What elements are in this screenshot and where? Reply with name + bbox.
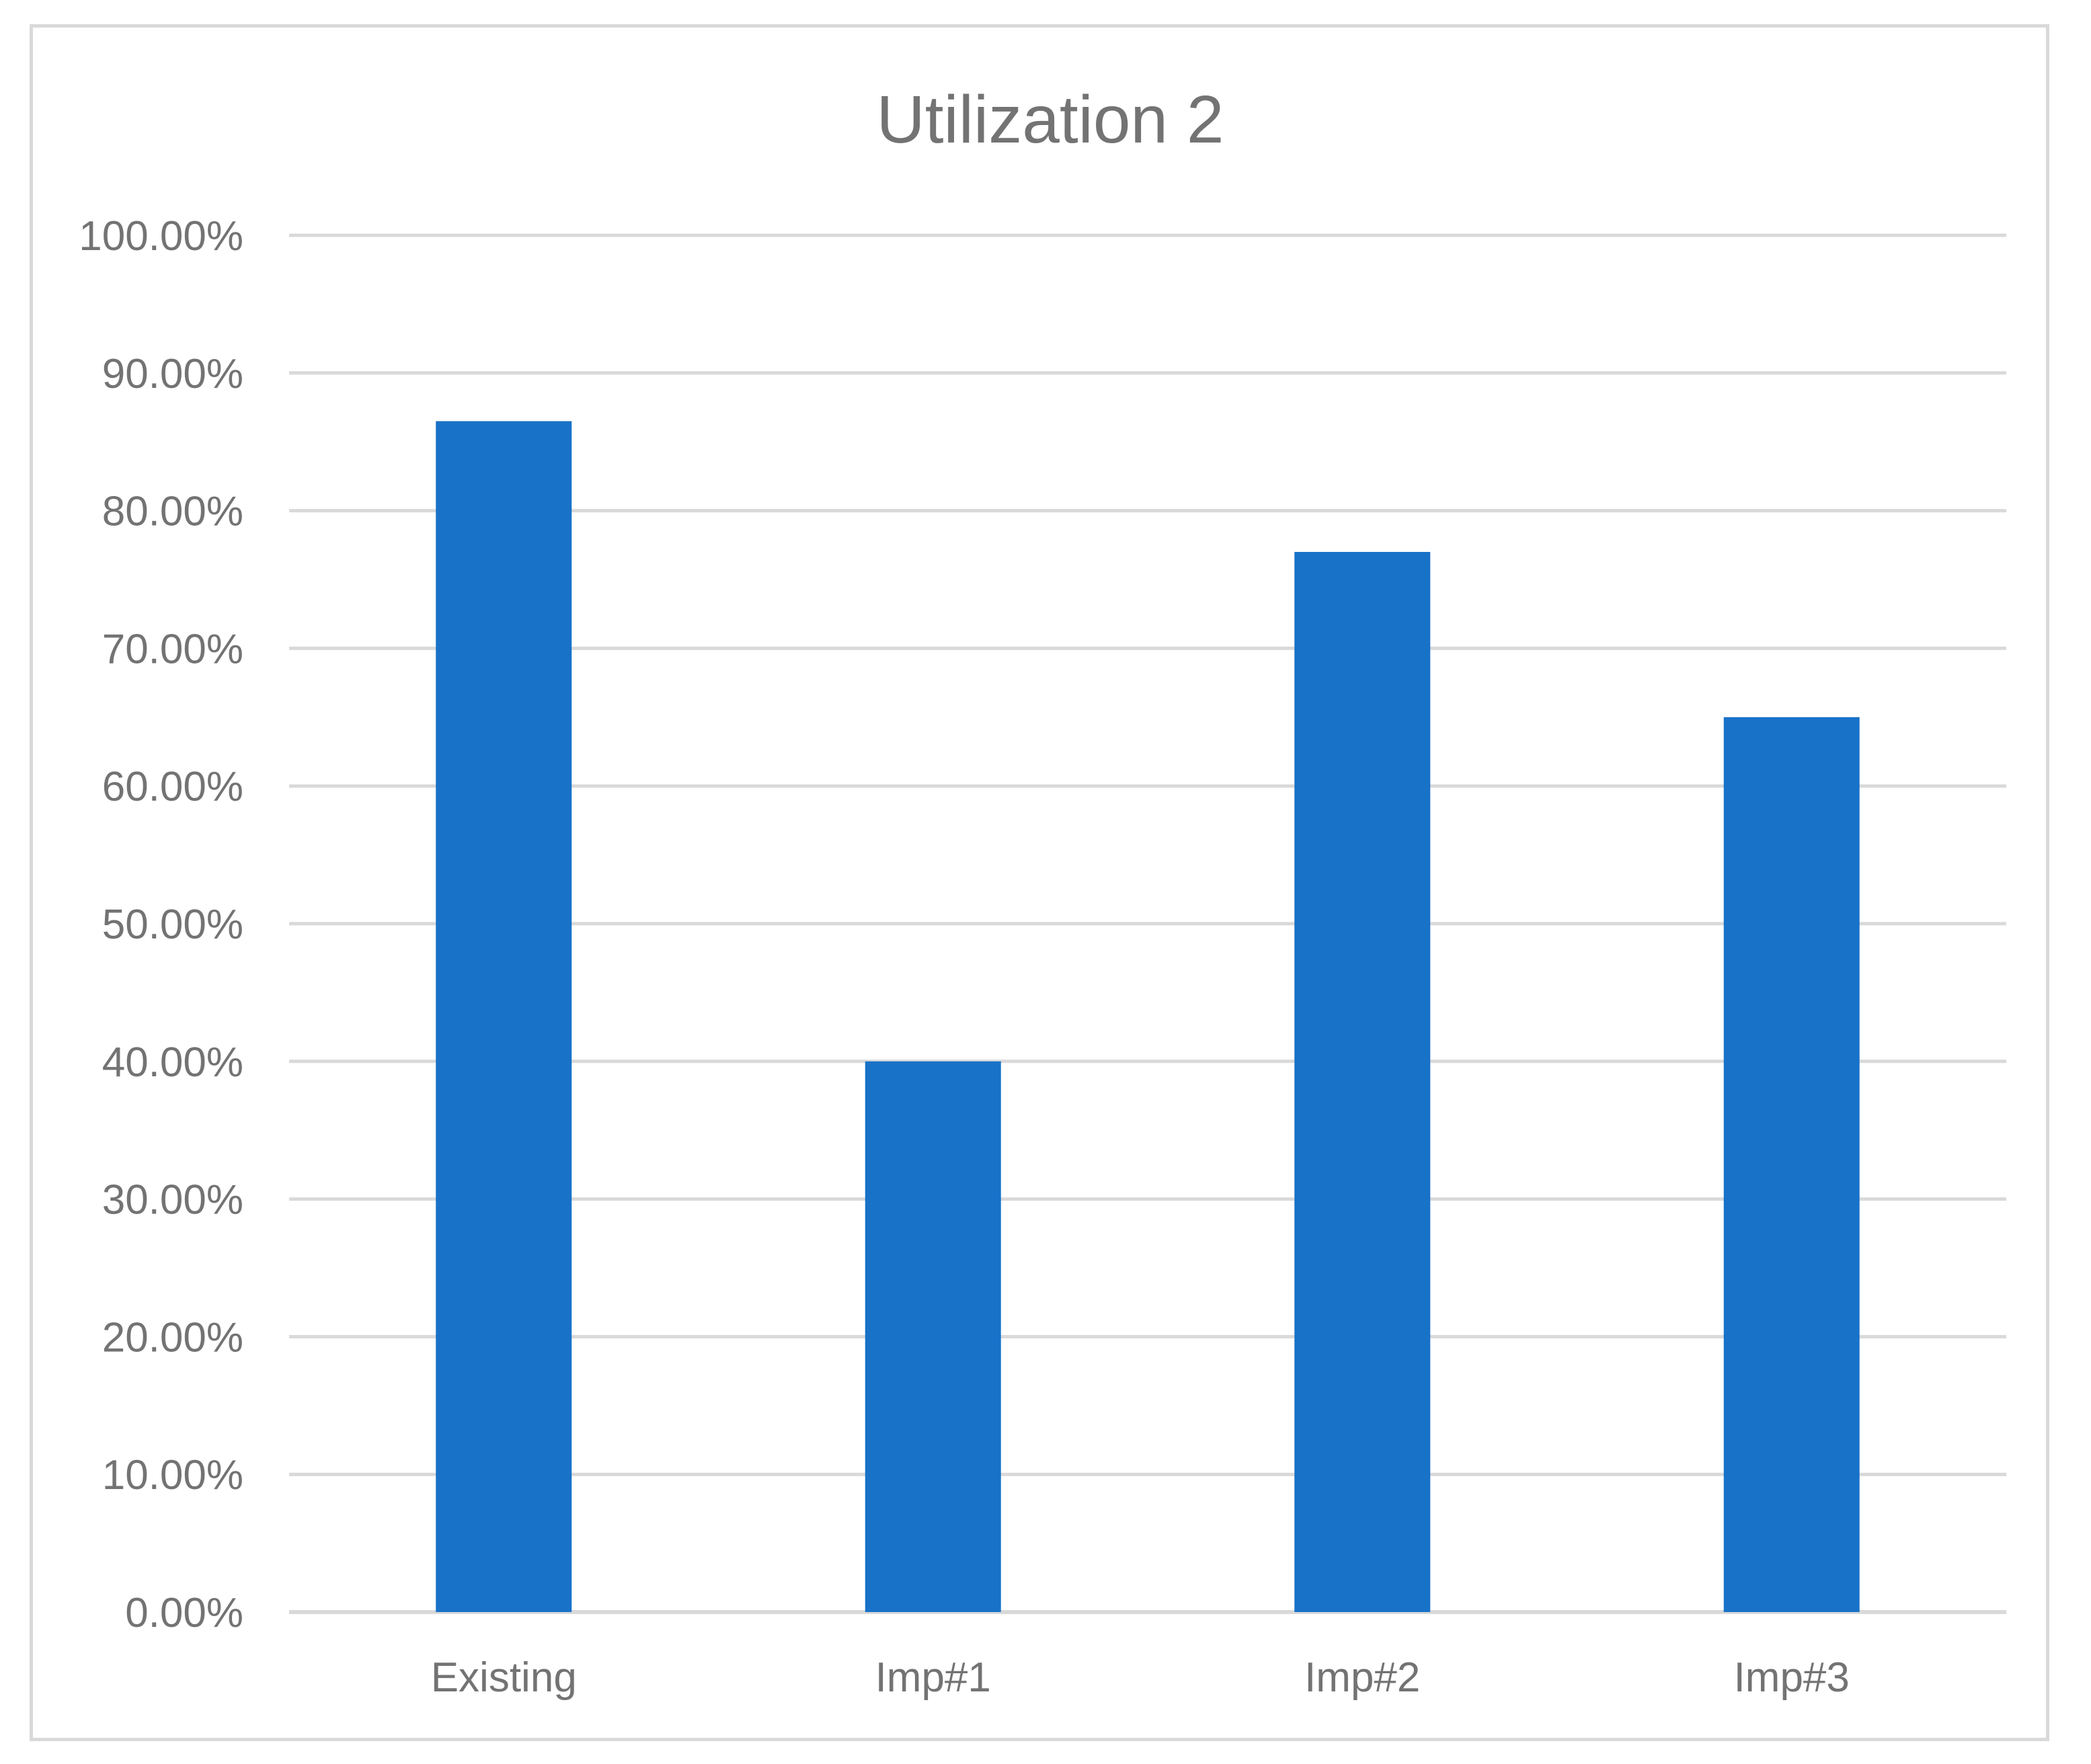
- y-tick-label: 50.00%: [102, 901, 243, 948]
- chart-frame: [30, 24, 2049, 1741]
- y-tick-label: 60.00%: [102, 764, 243, 810]
- y-tick-label: 20.00%: [102, 1314, 243, 1361]
- x-category-label: Imp#2: [1304, 1654, 1420, 1701]
- y-tick-label: 40.00%: [102, 1039, 243, 1086]
- x-category-label: Imp#1: [875, 1654, 991, 1701]
- gridlines: [289, 233, 2006, 1614]
- bar-imp-1: [865, 1061, 1001, 1612]
- y-tick-label: 30.00%: [102, 1177, 243, 1224]
- y-tick-label: 90.00%: [102, 351, 243, 397]
- x-category-label: Existing: [431, 1654, 577, 1701]
- y-tick-label: 70.00%: [102, 626, 243, 672]
- y-tick-label: 10.00%: [102, 1452, 243, 1498]
- bar-imp-2: [1294, 552, 1431, 1612]
- y-tick-label: 100.00%: [79, 213, 243, 259]
- y-tick-label: 0.00%: [125, 1590, 243, 1636]
- x-category-label: Imp#3: [1734, 1654, 1850, 1701]
- x-axis-category-labels: Existing Imp#1 Imp#2 Imp#3: [431, 1654, 1850, 1701]
- bar-imp-3: [1723, 717, 1860, 1612]
- chart-title: Utilization 2: [877, 82, 1224, 157]
- bar-existing: [436, 421, 572, 1612]
- bars: [436, 421, 1860, 1612]
- y-axis-tick-labels: 0.00% 10.00% 20.00% 30.00% 40.00% 50.00% 60.00…: [79, 213, 243, 1636]
- y-tick-label: 80.00%: [102, 489, 243, 535]
